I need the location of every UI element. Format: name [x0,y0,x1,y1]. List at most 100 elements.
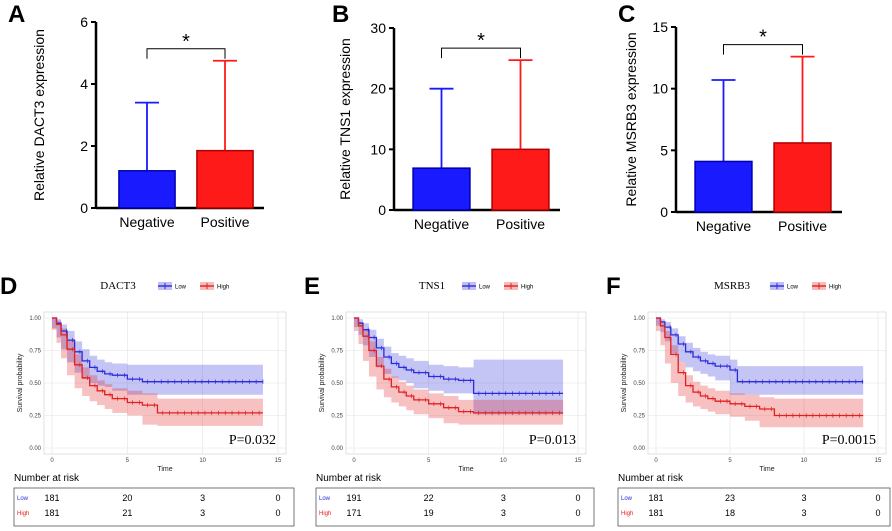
bar-negative [694,160,753,213]
x-tick-label: Negative [414,216,469,232]
y-tick-label: 10 [370,141,386,157]
bar-positive [196,149,254,209]
x-tick-label: 15 [275,458,282,464]
risk-count: 21 [122,508,132,518]
risk-table-title: Number at risk [316,473,382,484]
survival-curve-low [354,317,564,395]
panel-letter: F [606,273,621,300]
bar-negative [412,167,471,211]
p-value: P=0.0015 [822,433,876,448]
x-tick-label: 5 [427,458,431,464]
risk-row-label: Low [319,496,331,502]
x-tick-label: Positive [496,216,545,232]
y-tick-label: 6 [80,14,88,30]
x-tick-label: 15 [875,458,882,464]
x-tick-label: 15 [575,458,582,464]
risk-count: 3 [501,508,506,518]
risk-count: 23 [725,493,735,503]
risk-row-label: Low [17,496,29,502]
x-tick-label: 10 [801,458,808,464]
y-tick-label: 0 [378,202,386,218]
risk-table-title: Number at risk [618,473,684,484]
x-tick-label: Positive [200,214,249,230]
y-tick-label: 4 [80,76,88,92]
risk-table-frame [315,487,595,527]
survival-curve-high [52,317,263,414]
p-value: P=0.032 [229,433,276,448]
risk-count: 191 [346,493,361,503]
bar-positive [773,142,832,213]
risk-count: 18 [725,508,735,518]
confidence-band-low [52,318,263,395]
risk-count: 3 [801,493,806,503]
x-tick-label: Negative [696,218,751,234]
y-tick-label: 0.75 [29,349,41,355]
x-tick-label: 0 [50,458,54,464]
panel-letter: C [618,1,635,28]
y-axis-label: Relative MSRB3 expression [623,32,639,206]
risk-count: 181 [648,508,663,518]
y-tick-label: 0.25 [331,414,343,420]
y-tick-label: 10 [652,81,668,97]
y-tick-label: 0.00 [29,446,41,452]
risk-count: 0 [275,493,280,503]
y-tick-label: 15 [652,19,668,35]
bar-positive [491,148,550,211]
confidence-band-high [354,318,564,425]
legend-label: Low [479,285,491,291]
y-tick-label: 0.50 [331,381,343,387]
x-tick-label: 0 [352,458,356,464]
y-tick-label: 5 [660,142,668,158]
risk-count: 0 [575,508,580,518]
confidence-band-high [656,318,864,428]
panel-letter: A [8,1,25,28]
risk-count: 0 [275,508,280,518]
y-tick-label: 0.00 [633,446,645,452]
x-tick-label: Positive [778,218,827,234]
risk-count: 3 [200,508,205,518]
y-tick-label: 1.00 [633,316,645,322]
risk-count: 22 [424,493,434,503]
y-axis-label: Survival probability [621,353,628,412]
y-axis-label: Survival probability [319,353,326,412]
panel-letter: B [332,1,349,28]
bar-negative [118,170,176,209]
significance-bracket [146,48,226,59]
panel-letter: D [0,273,17,300]
risk-count: 0 [875,493,880,503]
km-title: TNS1 [419,280,445,292]
legend-label: High [829,285,841,291]
km-title: DACT3 [100,280,136,292]
y-tick-label: 20 [370,81,386,97]
x-axis-label: Time [458,466,473,473]
risk-count: 3 [200,493,205,503]
risk-count: 0 [875,508,880,518]
y-tick-label: 2 [80,138,88,154]
significance-star: * [759,27,767,49]
risk-row-label: High [17,511,29,517]
y-axis-label: Relative TNS1 expression [337,38,353,200]
risk-count: 3 [801,508,806,518]
risk-count: 19 [424,508,434,518]
x-axis-label: Time [157,466,172,473]
panel-letter: E [304,273,320,300]
confidence-band-low [354,318,564,415]
x-tick-label: 5 [126,458,130,464]
legend-label: Low [175,285,187,291]
significance-star: * [182,31,190,53]
x-tick-label: 0 [654,458,658,464]
risk-row-label: Low [621,496,633,502]
significance-star: * [477,30,485,52]
x-tick-label: 10 [500,458,507,464]
legend-label: High [217,285,229,291]
y-tick-label: 1.00 [29,316,41,322]
y-tick-label: 0.50 [633,381,645,387]
significance-bracket [723,44,803,55]
risk-count: 20 [122,493,132,503]
km-title: MSRB3 [714,280,751,292]
risk-row-label: High [621,511,633,517]
confidence-band-low [656,318,864,395]
risk-count: 3 [501,493,506,503]
y-tick-label: 1.00 [331,316,343,322]
